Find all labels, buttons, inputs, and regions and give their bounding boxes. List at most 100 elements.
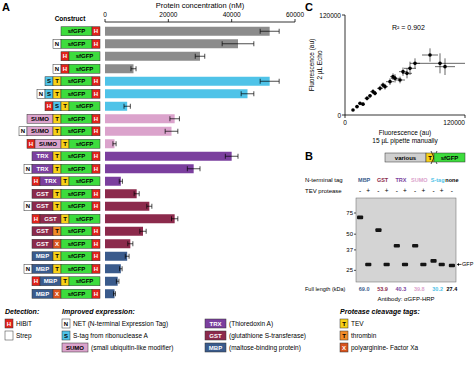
construct-part-label: T xyxy=(55,203,59,209)
construct-part xyxy=(32,164,53,173)
construct-part xyxy=(92,164,100,173)
bar xyxy=(105,264,121,273)
construct-part xyxy=(32,239,53,248)
construct-part xyxy=(27,139,35,148)
tev-label: + xyxy=(366,187,370,194)
error-line xyxy=(128,243,133,244)
key-badge xyxy=(5,331,13,340)
error-bar xyxy=(131,66,136,71)
construct-part xyxy=(61,177,69,186)
points xyxy=(351,48,465,111)
construct-part xyxy=(69,64,100,73)
schematic-label: T xyxy=(428,155,432,161)
full-length-value: 27.4 xyxy=(447,286,459,292)
error-cap xyxy=(124,104,125,109)
construct-part-label: H xyxy=(47,103,51,109)
error-bar xyxy=(195,54,205,59)
construct-part xyxy=(40,177,61,186)
point xyxy=(388,80,392,84)
error-cap xyxy=(165,129,166,134)
error-line xyxy=(172,218,178,219)
error-cap xyxy=(139,191,140,196)
point xyxy=(428,53,432,57)
bar xyxy=(105,114,175,123)
construct-part xyxy=(69,139,100,148)
point xyxy=(393,77,397,81)
construct-part-label: sfGFP xyxy=(68,191,86,197)
key-badge-label: S xyxy=(64,333,68,339)
construct-part-label: T xyxy=(55,166,59,172)
error-cap xyxy=(112,141,113,146)
construct: MBPXsfGFPH xyxy=(32,289,100,298)
panel-label: B xyxy=(305,150,313,162)
key-badge-label: X xyxy=(342,345,346,351)
construct-part xyxy=(61,39,92,48)
error-bar xyxy=(124,104,130,109)
bar xyxy=(105,177,121,186)
error-cap xyxy=(187,166,188,171)
error-bar xyxy=(140,229,146,234)
band xyxy=(449,264,455,268)
bar xyxy=(105,127,172,136)
construct-part-label: T xyxy=(55,228,59,234)
construct-part-label: H xyxy=(34,216,38,222)
construct-part-label: H xyxy=(94,128,98,134)
construct-part xyxy=(53,152,61,161)
construct-part-label: MBP xyxy=(36,291,49,297)
key-text: (glutathione S-transferase) xyxy=(229,332,306,340)
gfp-arrowhead xyxy=(457,263,459,266)
construct-part xyxy=(92,152,100,161)
error-bar xyxy=(116,279,119,284)
key-text: thrombin xyxy=(351,332,377,339)
key-text: (small ubiquitin-like modifier) xyxy=(91,344,173,352)
band xyxy=(430,259,436,263)
construct-part xyxy=(92,202,100,211)
construct-part-label: T xyxy=(55,116,59,122)
bar xyxy=(105,289,115,298)
construct-part xyxy=(61,64,69,73)
construct-part xyxy=(61,252,92,261)
construct-part xyxy=(92,27,100,36)
full-length-label: Full length (kDa) xyxy=(305,286,346,292)
key-badge xyxy=(62,343,88,352)
construct-part xyxy=(61,127,92,136)
panel-label: C xyxy=(305,1,313,13)
error-cap xyxy=(122,266,123,271)
point xyxy=(361,102,365,106)
error-bar xyxy=(147,204,152,209)
error-cap xyxy=(177,216,178,221)
row-label: N-terminal tag xyxy=(305,177,343,183)
construct-part xyxy=(53,39,61,48)
construct-part-label: H xyxy=(94,241,98,247)
construct-part xyxy=(69,52,100,61)
marker-tick xyxy=(354,249,356,250)
construct-part-label: sfGFP xyxy=(76,53,94,59)
error-cap xyxy=(119,179,120,184)
construct-part-label: sfGFP xyxy=(68,203,86,209)
marker-tick xyxy=(354,213,356,214)
error-bar xyxy=(187,166,200,171)
construct-part-label: sfGFP xyxy=(68,266,86,272)
construct-part xyxy=(92,189,100,198)
error-cap xyxy=(119,266,120,271)
marker-label: 37 xyxy=(346,247,353,253)
error-bar xyxy=(260,29,279,34)
error-bar xyxy=(113,141,116,146)
full-length-value: 53.9 xyxy=(377,286,388,292)
construct-part xyxy=(32,177,40,186)
construct: NsfGFPH xyxy=(53,39,100,48)
construct-part-label: H xyxy=(94,166,98,172)
construct-part-label: T xyxy=(55,78,59,84)
error-cap xyxy=(127,241,128,246)
gfp-label: GFP xyxy=(462,261,474,267)
construct-part-label: sfGFP xyxy=(76,178,94,184)
construct-part-label: sfGFP xyxy=(76,278,94,284)
error-bar xyxy=(172,216,178,221)
construct: HMBPTsfGFP xyxy=(32,277,100,286)
construct-part-label: H xyxy=(94,78,98,84)
x-tick-label: 40000 xyxy=(223,11,241,18)
construct-part xyxy=(61,139,69,148)
annotation: R² = 0.902 xyxy=(392,24,425,31)
construct-part xyxy=(61,152,92,161)
marker-label: 50 xyxy=(346,231,353,237)
